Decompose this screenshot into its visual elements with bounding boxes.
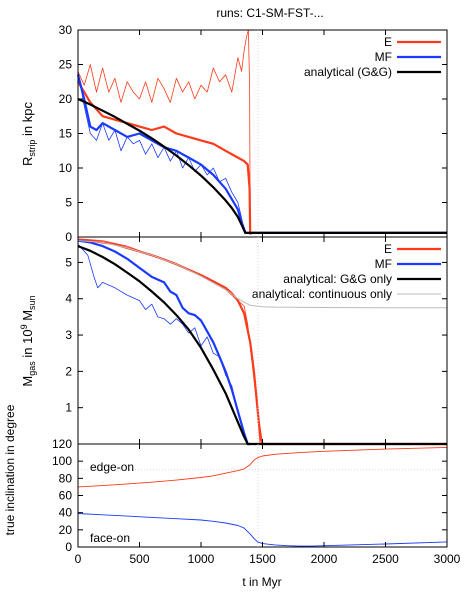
mgas-ytick-label-0: 1 <box>65 401 72 415</box>
rstrip-y-axis-label: Rstrip in kpc <box>20 102 37 166</box>
rstrip-ytick-label-6: 30 <box>59 23 73 37</box>
rstrip-ytick-label-1: 5 <box>65 196 72 210</box>
mgas-ylabel-main: M <box>20 376 35 387</box>
panel-rstrip: 0 5 10 15 20 25 30 Rstrip in kpc EMFanalytical… <box>20 23 448 244</box>
rstrip-series-3 <box>77 71 247 234</box>
incl-ytick-label-1: 20 <box>59 523 73 537</box>
mgas-y-axis-label: Mgas in 109 Msun <box>19 295 37 386</box>
rstrip-series-group <box>76 29 447 235</box>
incl-ytick-label-2: 40 <box>59 506 73 520</box>
inclination-reference-lines <box>78 469 447 548</box>
mgas-legend-label-3: analytical: continuous only <box>252 287 392 301</box>
mgas-series-5 <box>77 240 447 309</box>
mgas-ylabel-mid: in 10 <box>20 329 35 361</box>
xtick-label-4: 2000 <box>311 552 338 566</box>
rstrip-y-ticks: 0 5 10 15 20 25 30 <box>59 23 448 244</box>
rstrip-series-1 <box>77 29 251 234</box>
mgas-ylabel-sub2: sun <box>27 295 37 310</box>
rstrip-ytick-label-4: 20 <box>59 92 73 106</box>
rstrip-ylabel-main: R <box>20 157 35 166</box>
mgas-y-ticks: 1 2 3 4 5 <box>65 237 448 444</box>
x-axis-label: t in Myr <box>242 575 281 589</box>
xtick-label-5: 2500 <box>372 552 399 566</box>
mgas-series-3 <box>77 244 249 445</box>
incl-ytick-label-5: 100 <box>52 454 72 468</box>
rstrip-legend-label-2: analytical (G&G) <box>304 65 392 79</box>
rstrip-legend-label-0: E <box>384 35 392 49</box>
inclination-y-axis-label: true inclination in degree <box>3 404 17 535</box>
incl-ytick-label-6: 120 <box>52 437 72 451</box>
mgas-ylabel-suffix: M <box>20 310 35 324</box>
incl-series-0 <box>77 446 448 488</box>
xtick-label-0: 0 <box>75 552 82 566</box>
rstrip-ytick-label-2: 10 <box>59 161 73 175</box>
rstrip-ytick-label-5: 25 <box>59 58 73 72</box>
annotation-face-on: face-on <box>90 531 130 545</box>
rstrip-ylabel-sub: strip <box>27 140 37 157</box>
incl-ytick-label-3: 60 <box>59 489 73 503</box>
rstrip-series-2 <box>76 74 447 234</box>
panel-inclination: 0 20 40 60 80 100 120 0 500 1000 1500 2000 2500 3000… <box>3 404 461 589</box>
annotation-edge-on: edge-on <box>90 460 134 474</box>
incl-ytick-label-0: 0 <box>65 540 72 554</box>
xtick-label-1: 500 <box>129 552 149 566</box>
inclination-series-group <box>77 446 448 547</box>
incl-series-1 <box>77 513 448 547</box>
mgas-legend-label-1: MF <box>375 257 392 271</box>
mgas-series-1 <box>77 238 261 445</box>
mgas-ytick-label-1: 2 <box>65 364 72 378</box>
rstrip-ytick-label-0: 0 <box>65 230 72 244</box>
figure-title: runs: C1-SM-FST-... <box>216 6 323 20</box>
rstrip-ylabel-suffix: in kpc <box>20 102 35 140</box>
mgas-legend-label-2: analytical: G&G only <box>283 272 392 286</box>
rstrip-legend-label-1: MF <box>375 50 392 64</box>
xtick-label-2: 1000 <box>188 552 215 566</box>
mgas-legend-label-0: E <box>384 242 392 256</box>
mgas-ylabel-sup: 9 <box>19 324 29 329</box>
rstrip-series-0 <box>77 81 447 235</box>
xtick-label-6: 3000 <box>434 552 461 566</box>
mgas-ytick-label-3: 4 <box>65 292 72 306</box>
mgas-ytick-label-4: 5 <box>65 255 72 269</box>
incl-ytick-label-4: 80 <box>59 471 73 485</box>
rstrip-series-4 <box>77 97 447 234</box>
xtick-label-3: 1500 <box>249 552 276 566</box>
mgas-ylabel-sub: gas <box>27 361 37 376</box>
mgas-ytick-label-2: 3 <box>65 328 72 342</box>
inclination-x-ticks: 0 500 1000 1500 2000 2500 3000 <box>75 444 461 566</box>
mgas-series-2 <box>77 239 251 446</box>
rstrip-ytick-label-3: 15 <box>59 127 73 141</box>
inclination-y-ticks: 0 20 40 60 80 100 120 <box>52 437 447 554</box>
